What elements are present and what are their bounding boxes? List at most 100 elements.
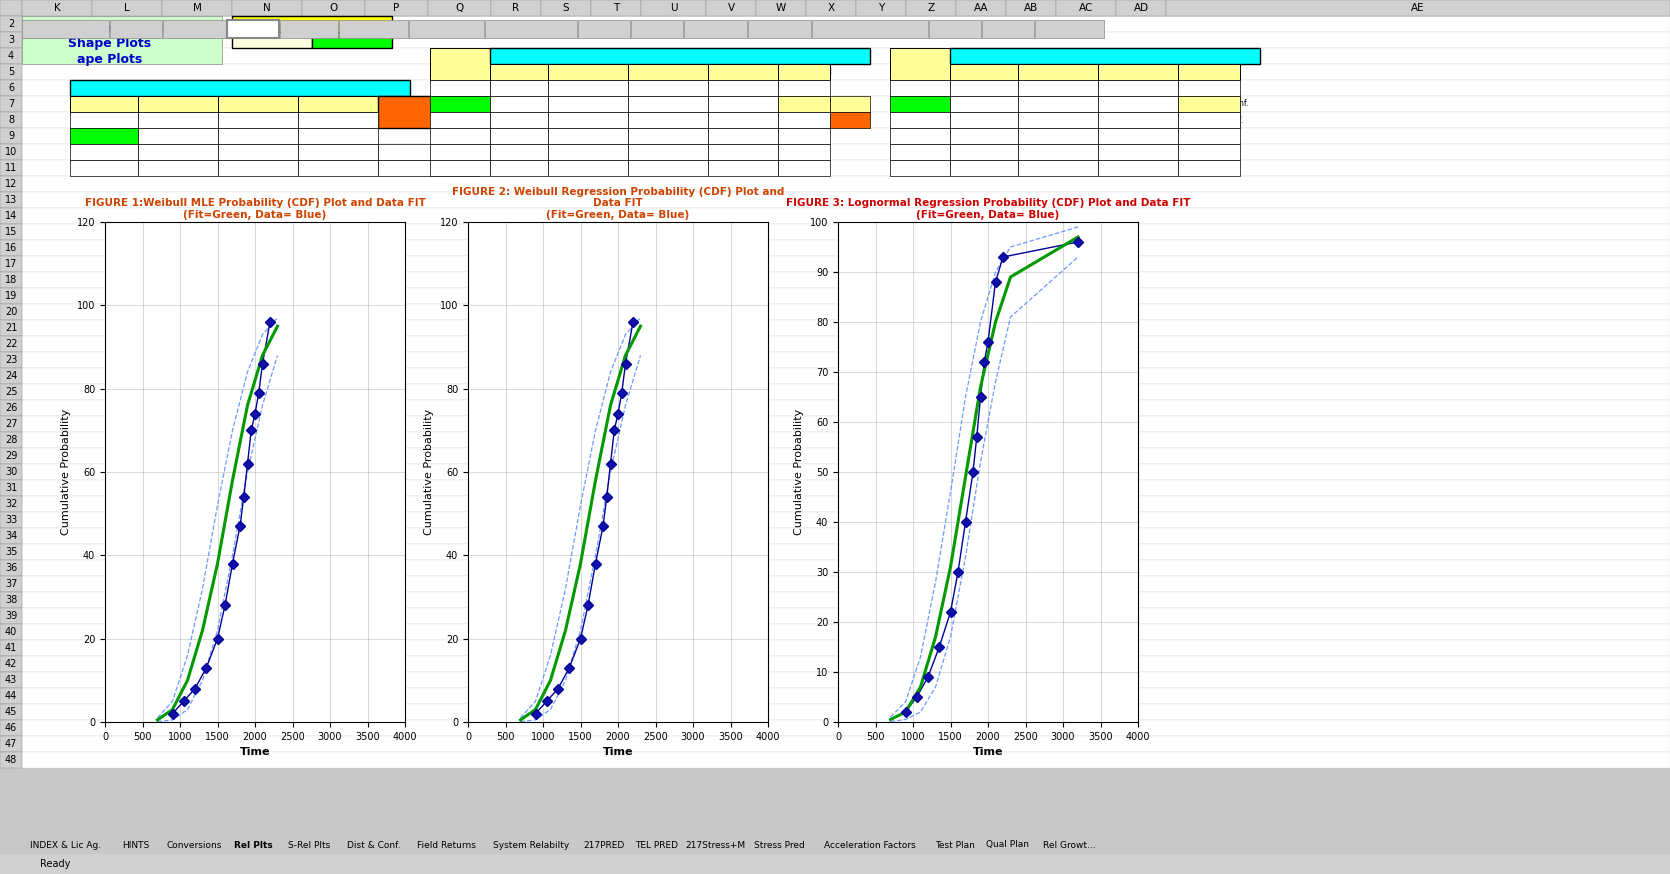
Bar	[22, 32, 1670, 48]
X-axis label: Time: Time	[240, 747, 271, 757]
Bar	[377, 96, 479, 128]
Text: S: S	[563, 3, 569, 13]
Bar	[22, 352, 1670, 368]
Text: 15: 15	[5, 227, 17, 237]
Bar	[22, 208, 1670, 224]
Bar	[429, 112, 489, 128]
Bar	[1177, 112, 1241, 128]
Text: L: L	[124, 3, 130, 13]
Bar	[1177, 96, 1241, 112]
Bar	[428, 0, 491, 16]
Bar	[890, 80, 950, 96]
Bar	[70, 128, 139, 144]
Bar	[706, 0, 757, 16]
Text: Confidence: Confidence	[888, 59, 950, 69]
Text: Expectation: Expectation	[230, 115, 286, 124]
Bar	[0, 208, 22, 224]
Bar	[219, 96, 297, 112]
Bar	[162, 0, 232, 16]
Bar	[778, 80, 830, 96]
Text: AB: AB	[1024, 3, 1039, 13]
Bar	[548, 96, 628, 112]
Text: 80: 80	[99, 131, 110, 141]
Bar	[0, 144, 22, 160]
Text: 28: 28	[5, 435, 17, 445]
Bar	[22, 272, 1670, 288]
Text: 3.008221: 3.008221	[499, 131, 539, 141]
Text: FIGURE 3: FIGURE 3	[890, 163, 947, 173]
Text: 2779.3655: 2779.3655	[566, 131, 611, 141]
Bar	[302, 0, 366, 16]
Text: 13: 13	[5, 195, 17, 205]
Bar	[22, 544, 1670, 560]
Bar	[409, 20, 484, 38]
Bar	[0, 16, 22, 32]
Title: FIGURE 1:Weibull MLE Probability (CDF) Plot and Data FIT
(Fit=Green, Data= Blue): FIGURE 1:Weibull MLE Probability (CDF) P…	[85, 198, 426, 220]
Text: ● Single-Sided Conf.: ● Single-Sided Conf.	[1169, 100, 1247, 108]
Bar	[22, 432, 1670, 448]
Bar	[1097, 144, 1177, 160]
Text: 37: 37	[5, 579, 17, 589]
Bar	[489, 64, 548, 80]
Bar	[22, 80, 1670, 96]
Bar	[1097, 112, 1177, 128]
Text: 2482.216127: 2482.216127	[640, 131, 696, 141]
Bar	[628, 64, 708, 80]
Bar	[489, 48, 870, 64]
Bar	[950, 80, 1019, 96]
Text: Lognormal Regression Results: Lognormal Regression Results	[1022, 51, 1189, 61]
Bar	[0, 176, 22, 192]
Bar	[22, 608, 1670, 624]
Bar	[0, 352, 22, 368]
Bar	[631, 20, 683, 38]
Text: P: P	[394, 3, 399, 13]
Bar	[0, 464, 22, 480]
Bar	[857, 0, 907, 16]
Text: Conversions: Conversions	[167, 841, 222, 850]
Bar	[489, 160, 548, 176]
Bar	[22, 400, 1670, 416]
Text: K: K	[53, 3, 60, 13]
Bar	[548, 112, 628, 128]
Bar	[950, 128, 1019, 144]
Bar	[22, 320, 1670, 336]
Bar	[22, 128, 1670, 144]
X-axis label: Time: Time	[603, 747, 633, 757]
Text: 2733.59863: 2733.59863	[230, 148, 286, 156]
Text: 26: 26	[5, 403, 17, 413]
Bar	[22, 48, 1670, 64]
Text: 80: 80	[915, 100, 925, 108]
Bar	[489, 144, 548, 160]
Bar	[0, 608, 22, 624]
Text: S-Rel Plts: S-Rel Plts	[287, 841, 331, 850]
Text: Q: Q	[456, 3, 464, 13]
Bar	[0, 544, 22, 560]
Text: r Weibull: r Weibull	[78, 22, 142, 34]
Text: 32: 32	[5, 499, 17, 509]
Bar	[548, 144, 628, 160]
Text: Enter Percent: Enter Percent	[73, 115, 135, 124]
Bar	[641, 0, 706, 16]
Text: (63.2% failure: (63.2% failure	[306, 115, 371, 124]
Bar	[0, 624, 22, 640]
Text: 2.784385: 2.784385	[499, 148, 539, 156]
Text: 9: 9	[8, 131, 13, 141]
Bar	[890, 112, 950, 128]
Text: Rho: Rho	[1199, 67, 1219, 77]
Text: 12: 12	[5, 179, 17, 189]
Bar	[429, 128, 489, 144]
Text: Enter %: Enter %	[903, 84, 937, 93]
Text: 34: 34	[5, 531, 17, 541]
Text: Stress Pred: Stress Pred	[755, 841, 805, 850]
Bar	[22, 112, 1670, 128]
Text: N: N	[264, 3, 271, 13]
Bar	[708, 160, 778, 176]
Bar	[297, 112, 377, 128]
Bar	[0, 0, 1670, 16]
Bar	[807, 0, 857, 16]
Text: 36: 36	[5, 563, 17, 573]
Text: RRY: RRY	[912, 163, 929, 172]
Bar	[982, 20, 1034, 38]
Bar	[22, 624, 1670, 640]
Text: INDEX & Lic Ag.: INDEX & Lic Ag.	[30, 841, 102, 850]
